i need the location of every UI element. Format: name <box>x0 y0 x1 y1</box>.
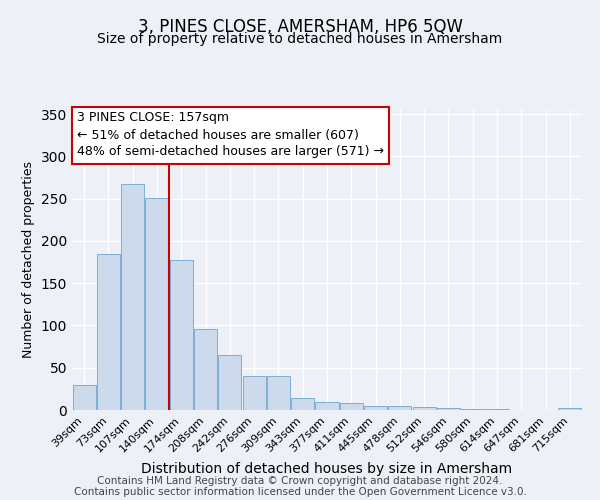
Bar <box>316 402 338 410</box>
Bar <box>340 403 363 410</box>
Bar <box>364 406 387 410</box>
Y-axis label: Number of detached properties: Number of detached properties <box>22 162 35 358</box>
Bar <box>170 260 193 410</box>
Bar <box>437 408 460 410</box>
Bar <box>73 384 95 410</box>
Bar <box>267 376 290 410</box>
Bar <box>461 409 484 410</box>
Text: Contains public sector information licensed under the Open Government Licence v3: Contains public sector information licen… <box>74 487 526 497</box>
Bar <box>291 398 314 410</box>
Text: Contains HM Land Registry data © Crown copyright and database right 2024.: Contains HM Land Registry data © Crown c… <box>97 476 503 486</box>
Bar <box>242 376 266 410</box>
Bar <box>97 254 120 410</box>
Bar <box>388 406 412 410</box>
Text: 3, PINES CLOSE, AMERSHAM, HP6 5QW: 3, PINES CLOSE, AMERSHAM, HP6 5QW <box>137 18 463 36</box>
Bar <box>121 184 144 410</box>
Bar <box>559 408 581 410</box>
Bar <box>145 198 169 410</box>
Bar <box>194 329 217 410</box>
Bar <box>485 409 509 410</box>
Text: 3 PINES CLOSE: 157sqm
← 51% of detached houses are smaller (607)
48% of semi-det: 3 PINES CLOSE: 157sqm ← 51% of detached … <box>77 112 384 158</box>
Bar <box>413 408 436 410</box>
X-axis label: Distribution of detached houses by size in Amersham: Distribution of detached houses by size … <box>142 462 512 476</box>
Bar <box>218 355 241 410</box>
Text: Size of property relative to detached houses in Amersham: Size of property relative to detached ho… <box>97 32 503 46</box>
